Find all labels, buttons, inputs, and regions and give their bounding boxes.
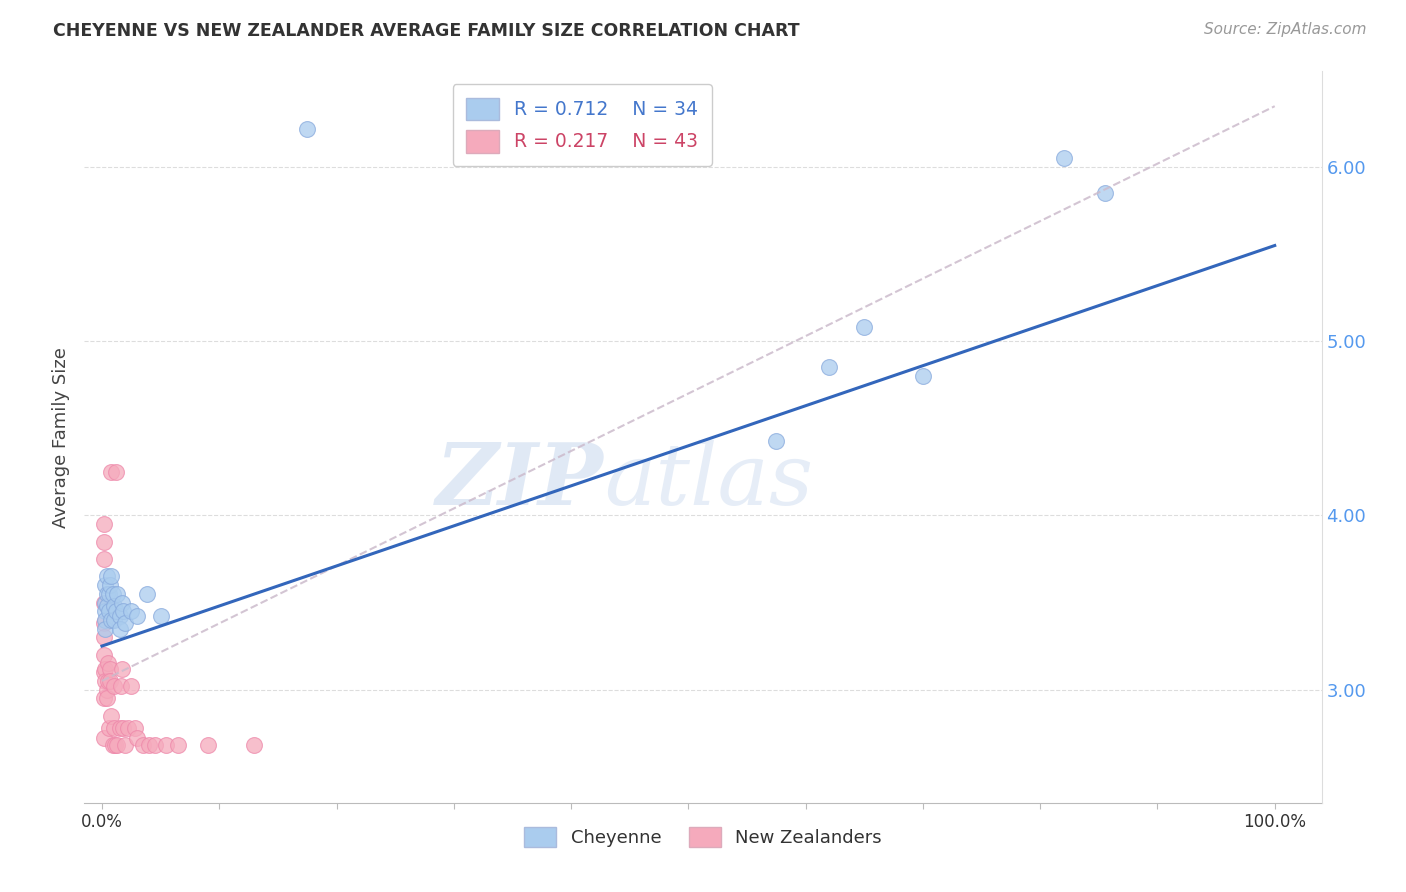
- Point: [117, 721, 139, 735]
- Point: [114, 739, 136, 753]
- Point: [149, 609, 172, 624]
- Point: [108, 622, 131, 636]
- Point: [108, 609, 131, 624]
- Point: [98, 604, 121, 618]
- Text: ZIP: ZIP: [436, 439, 605, 523]
- Point: [96, 599, 118, 613]
- Point: [96, 682, 118, 697]
- Point: [243, 739, 266, 753]
- Point: [197, 739, 219, 753]
- Point: [105, 465, 128, 479]
- Point: [98, 721, 121, 735]
- Y-axis label: Average Family Size: Average Family Size: [52, 347, 70, 527]
- Point: [112, 604, 135, 618]
- Point: [96, 691, 118, 706]
- Point: [100, 613, 122, 627]
- Point: [120, 604, 142, 618]
- Point: [155, 739, 177, 753]
- Text: Source: ZipAtlas.com: Source: ZipAtlas.com: [1204, 22, 1367, 37]
- Point: [127, 731, 149, 746]
- Point: [101, 739, 124, 753]
- Point: [103, 679, 125, 693]
- Point: [105, 604, 128, 618]
- Point: [97, 657, 120, 671]
- Point: [101, 587, 124, 601]
- Point: [94, 662, 117, 676]
- Point: [143, 739, 166, 753]
- Point: [108, 721, 131, 735]
- Point: [111, 595, 134, 609]
- Point: [110, 679, 132, 693]
- Point: [93, 595, 115, 609]
- Point: [94, 613, 117, 627]
- Point: [818, 360, 841, 375]
- Point: [98, 578, 121, 592]
- Text: CHEYENNE VS NEW ZEALANDER AVERAGE FAMILY SIZE CORRELATION CHART: CHEYENNE VS NEW ZEALANDER AVERAGE FAMILY…: [53, 22, 800, 40]
- Point: [93, 691, 115, 706]
- Point: [94, 604, 117, 618]
- Point: [103, 599, 125, 613]
- Point: [135, 587, 157, 601]
- Point: [98, 673, 121, 688]
- Point: [94, 595, 117, 609]
- Point: [167, 739, 190, 753]
- Point: [100, 708, 122, 723]
- Point: [132, 739, 155, 753]
- Point: [1094, 186, 1116, 201]
- Point: [1052, 152, 1074, 166]
- Point: [94, 673, 117, 688]
- Point: [127, 609, 149, 624]
- Point: [98, 662, 121, 676]
- Point: [97, 673, 120, 688]
- Point: [911, 369, 934, 384]
- Point: [94, 578, 117, 592]
- Point: [93, 616, 115, 631]
- Point: [112, 721, 135, 735]
- Point: [93, 534, 115, 549]
- Point: [93, 517, 115, 532]
- Point: [114, 616, 136, 631]
- Point: [120, 679, 142, 693]
- Point: [93, 648, 115, 662]
- Point: [100, 569, 122, 583]
- Point: [93, 552, 115, 566]
- Point: [96, 569, 118, 583]
- Point: [98, 587, 121, 601]
- Point: [111, 662, 134, 676]
- Point: [105, 587, 128, 601]
- Point: [104, 739, 127, 753]
- Point: [93, 731, 115, 746]
- Point: [103, 721, 125, 735]
- Point: [100, 465, 122, 479]
- Point: [138, 739, 160, 753]
- Point: [853, 320, 876, 334]
- Text: atlas: atlas: [605, 440, 813, 523]
- Point: [295, 121, 318, 136]
- Point: [93, 631, 115, 645]
- Point: [93, 665, 115, 680]
- Point: [94, 622, 117, 636]
- Point: [765, 434, 787, 448]
- Point: [105, 739, 128, 753]
- Point: [96, 587, 118, 601]
- Point: [124, 721, 146, 735]
- Legend: Cheyenne, New Zealanders: Cheyenne, New Zealanders: [515, 818, 891, 856]
- Point: [103, 613, 125, 627]
